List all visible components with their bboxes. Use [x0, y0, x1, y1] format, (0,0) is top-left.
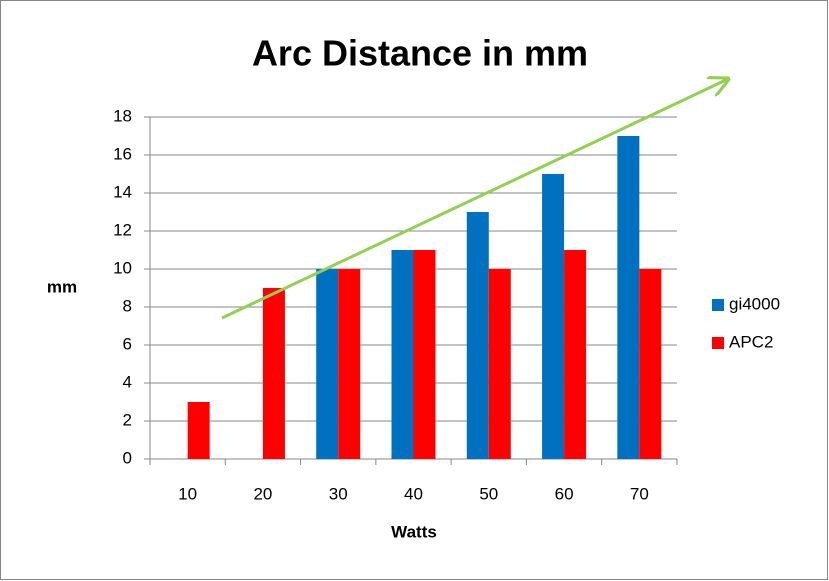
y-tick-label: 2 [123, 410, 132, 429]
chart-title: Arc Distance in mm [252, 33, 588, 74]
x-tick-label: 20 [253, 484, 272, 503]
y-tick-label: 4 [123, 372, 132, 391]
legend-swatch [712, 337, 724, 349]
x-tick-label: 30 [329, 484, 348, 503]
bar [542, 174, 565, 459]
y-tick-label: 0 [123, 448, 132, 467]
bar [391, 250, 414, 459]
trend-arrow [221, 79, 728, 320]
y-tick-label: 6 [123, 334, 132, 353]
x-tick-label: 60 [555, 484, 574, 503]
x-tick-label: 10 [178, 484, 197, 503]
x-axis-label: Watts [391, 522, 437, 541]
y-tick-label: 16 [113, 144, 132, 163]
y-tick-label: 12 [113, 220, 132, 239]
x-tick-label: 40 [404, 484, 423, 503]
plot-area: 0 2 4 6 8 10 12 14 16 18 10 20 30 40 50 60 70 gi4000 APC2 [113, 106, 780, 503]
y-axis-label: mm [47, 277, 77, 296]
bar [413, 250, 436, 459]
legend-swatch [712, 299, 724, 311]
bar [617, 136, 640, 459]
y-tick-label: 14 [113, 182, 132, 201]
bar [262, 288, 285, 459]
bar [316, 269, 339, 459]
bar [338, 269, 361, 459]
y-tick-label: 8 [123, 296, 132, 315]
legend-label: APC2 [729, 332, 773, 351]
bar [639, 269, 662, 459]
y-tick-label: 18 [113, 106, 132, 125]
legend-label: gi4000 [729, 294, 780, 313]
x-tick-label: 50 [479, 484, 498, 503]
y-tick-label: 10 [113, 258, 132, 277]
x-tick-label: 70 [630, 484, 649, 503]
bar [466, 212, 489, 459]
bar [187, 402, 210, 459]
bar [488, 269, 511, 459]
bar [564, 250, 587, 459]
